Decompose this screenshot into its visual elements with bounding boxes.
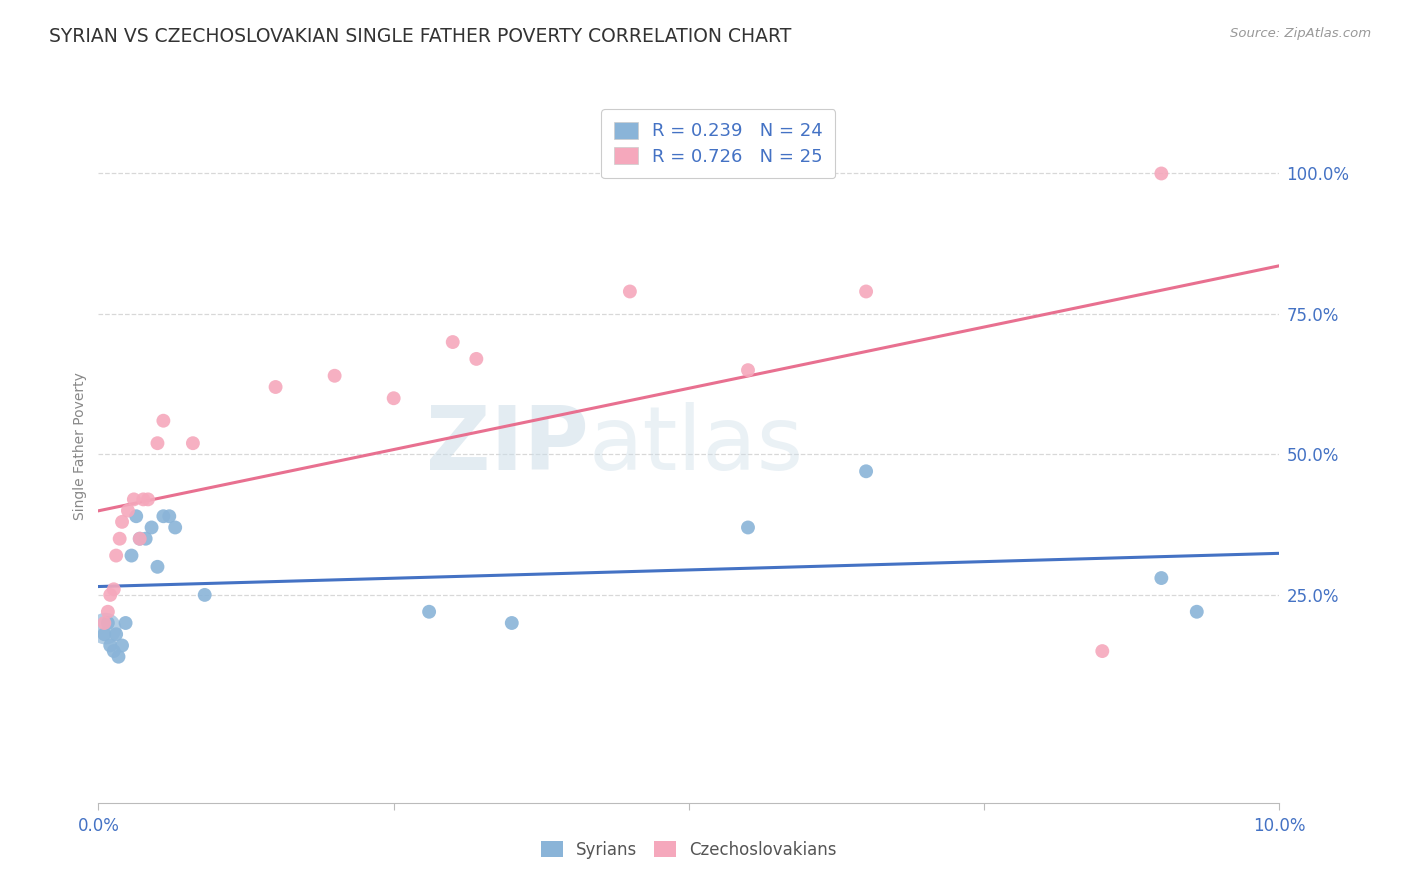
Point — [128, 532, 150, 546]
Point — [382, 391, 405, 405]
Point — [619, 285, 641, 299]
Point — [114, 615, 136, 630]
Point — [103, 644, 125, 658]
Y-axis label: Single Father Poverty: Single Father Poverty — [73, 372, 87, 520]
Point — [1150, 571, 1173, 585]
Text: atlas: atlas — [589, 402, 804, 490]
Point — [181, 436, 204, 450]
Point — [125, 509, 148, 524]
Point — [194, 588, 217, 602]
Point — [98, 588, 121, 602]
Point — [136, 492, 159, 507]
Point — [132, 492, 155, 507]
Point — [1185, 605, 1208, 619]
Point — [418, 605, 440, 619]
Point — [146, 559, 169, 574]
Point — [465, 351, 488, 366]
Point — [105, 627, 128, 641]
Point — [103, 582, 125, 597]
Point — [165, 520, 187, 534]
Point — [107, 649, 129, 664]
Point — [135, 532, 157, 546]
Point — [105, 549, 128, 563]
Text: SYRIAN VS CZECHOSLOVAKIAN SINGLE FATHER POVERTY CORRELATION CHART: SYRIAN VS CZECHOSLOVAKIAN SINGLE FATHER … — [49, 27, 792, 45]
Point — [1150, 166, 1173, 180]
Point — [94, 622, 117, 636]
Point — [128, 532, 150, 546]
Point — [97, 605, 120, 619]
Legend: Syrians, Czechoslovakians: Syrians, Czechoslovakians — [534, 835, 844, 866]
Point — [441, 334, 464, 349]
Point — [93, 627, 115, 641]
Point — [855, 285, 877, 299]
Point — [97, 615, 120, 630]
Point — [111, 639, 134, 653]
Point — [157, 509, 180, 524]
Point — [121, 549, 143, 563]
Point — [108, 532, 131, 546]
Point — [323, 368, 346, 383]
Point — [141, 520, 163, 534]
Point — [117, 503, 139, 517]
Point — [855, 464, 877, 478]
Text: Source: ZipAtlas.com: Source: ZipAtlas.com — [1230, 27, 1371, 40]
Point — [122, 492, 145, 507]
Point — [501, 615, 523, 630]
Point — [98, 639, 121, 653]
Point — [93, 615, 115, 630]
Point — [111, 515, 134, 529]
Point — [1091, 644, 1114, 658]
Point — [152, 414, 174, 428]
Text: ZIP: ZIP — [426, 402, 589, 490]
Point — [264, 380, 287, 394]
Point — [737, 520, 759, 534]
Point — [737, 363, 759, 377]
Point — [152, 509, 174, 524]
Point — [146, 436, 169, 450]
